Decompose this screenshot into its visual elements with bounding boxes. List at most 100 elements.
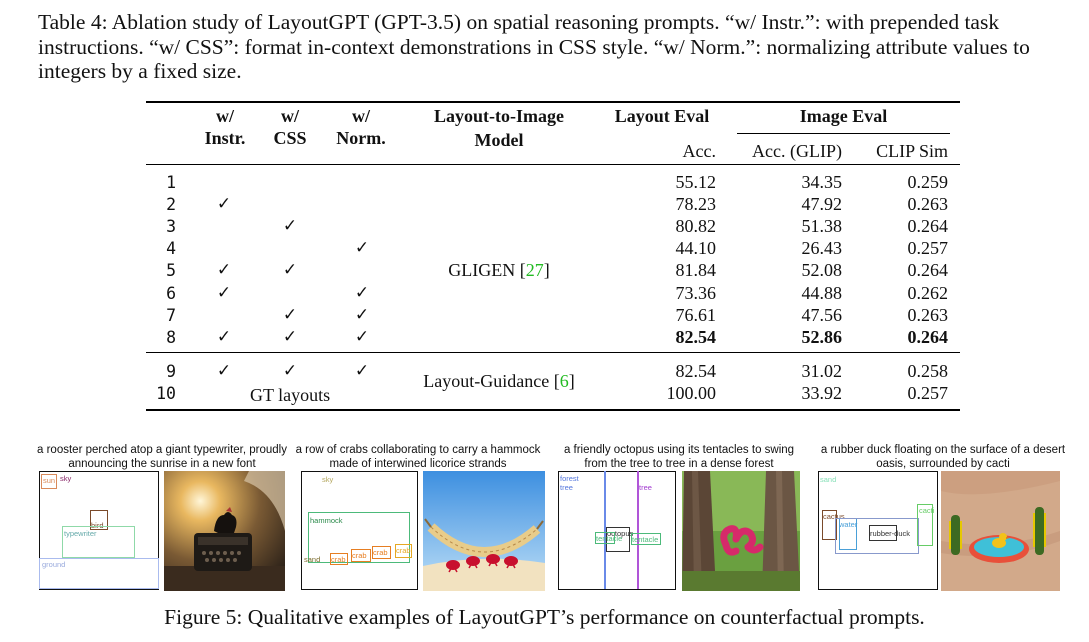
label-tree-1: tree — [560, 483, 573, 492]
check-icon: ✓ — [282, 327, 298, 347]
bbox-tree-1 — [604, 471, 606, 589]
header-image-eval: Image Eval — [799, 106, 888, 126]
label-cactus-2: cacti — [919, 506, 935, 515]
image-acc-value: 33.92 — [801, 383, 843, 403]
image-acc-value: 26.43 — [801, 238, 843, 258]
layout-acc-value: 80.82 — [675, 216, 717, 236]
check-icon: ✓ — [354, 305, 370, 325]
bbox-tentacle-1 — [595, 532, 615, 544]
label-crab-4: crab — [396, 546, 411, 555]
label-sand: sand — [304, 555, 321, 564]
label-crab-1: crab — [331, 555, 346, 564]
model-gligen-close: ] — [543, 260, 550, 280]
label-tentacle-1: tentacle — [596, 534, 623, 543]
example-3-layout: forest tree tree octopus tentacle tentac… — [558, 471, 676, 590]
clip-sim-value: 0.259 — [907, 172, 949, 192]
bbox-duck — [869, 525, 897, 541]
clip-sim-value: 0.263 — [907, 194, 949, 214]
check-icon: ✓ — [282, 305, 298, 325]
layout-acc-value: 82.54 — [675, 327, 717, 347]
row-id: 2 — [166, 195, 176, 214]
example-4-prompt: a rubber duck floating on the surface of… — [820, 444, 1066, 470]
table-top-rule — [146, 101, 960, 103]
clip-sim-value: 0.258 — [907, 361, 949, 381]
model-layout-guidance: Layout-Guidance [6] — [405, 371, 593, 392]
check-icon: ✓ — [216, 327, 232, 347]
bbox-octopus — [606, 527, 630, 552]
model-layout-guidance-close: ] — [568, 371, 575, 391]
table-bottom-rule — [146, 409, 960, 411]
header-css-line2: CSS — [273, 128, 307, 148]
row-id: 10 — [156, 384, 176, 403]
header-clip-sim: CLIP Sim — [876, 141, 948, 161]
bbox-tree-2 — [637, 471, 639, 589]
check-icon: ✓ — [282, 216, 298, 236]
label-water: water — [839, 520, 858, 529]
label-sun: sun — [43, 476, 56, 485]
check-icon: ✓ — [216, 361, 232, 381]
example-4-image — [941, 471, 1060, 591]
label-tentacle-2: tentacle — [632, 535, 659, 544]
citation-6[interactable]: 6 — [559, 371, 569, 391]
bbox-ground — [39, 558, 159, 589]
label-bird: bird — [91, 521, 104, 530]
clip-sim-value: 0.264 — [907, 260, 949, 280]
row-id: 8 — [166, 328, 176, 347]
example-1-layout: sun sky bird typewriter ground — [39, 471, 159, 590]
clip-sim-value: 0.263 — [907, 305, 949, 325]
row-id: 3 — [166, 217, 176, 236]
header-model-line1: Layout-to-Image — [434, 106, 564, 126]
check-icon: ✓ — [282, 260, 298, 280]
image-acc-value: 51.38 — [801, 216, 843, 236]
header-layout-eval: Layout Eval — [614, 106, 710, 126]
example-4-layout: sand cactus water rubber-duck cacti — [818, 471, 938, 590]
bbox-bird — [90, 510, 108, 530]
example-2-prompt: a row of crabs collaborating to carry a … — [295, 444, 541, 470]
layout-acc-value: 82.54 — [675, 361, 717, 381]
bbox-tentacle-2 — [631, 533, 661, 545]
image-acc-value: 52.08 — [801, 260, 843, 280]
header-layout-acc: Acc. — [682, 141, 716, 161]
header-image-acc: Acc. (GLIP) — [752, 141, 842, 161]
check-icon: ✓ — [354, 327, 370, 347]
image-acc-value: 47.92 — [801, 194, 843, 214]
clip-sim-value: 0.264 — [907, 216, 949, 236]
row-id: 7 — [166, 306, 176, 325]
bbox-crab-3 — [372, 546, 391, 559]
table-caption: Table 4: Ablation study of LayoutGPT (GP… — [38, 10, 1030, 83]
header-norm-line2: Norm. — [336, 128, 386, 148]
check-icon: ✓ — [216, 260, 232, 280]
row-id: 9 — [166, 362, 176, 381]
label-forest: forest — [560, 474, 579, 483]
bbox-crab-1 — [330, 553, 348, 565]
row-id: 6 — [166, 284, 176, 303]
label-octopus: octopus — [607, 529, 634, 538]
check-icon: ✓ — [354, 361, 370, 381]
citation-27[interactable]: 27 — [525, 260, 544, 280]
clip-sim-value: 0.262 — [907, 283, 949, 303]
clip-sim-value: 0.257 — [907, 238, 949, 258]
model-layout-guidance-name: Layout-Guidance [ — [423, 371, 560, 391]
check-icon: ✓ — [216, 283, 232, 303]
bbox-oasis — [835, 518, 919, 554]
header-instr-line2: Instr. — [204, 128, 246, 148]
layout-acc-value: 55.12 — [675, 172, 717, 192]
label-ground: ground — [42, 560, 66, 569]
header-model-line2: Model — [474, 130, 524, 150]
bbox-crab-2 — [351, 549, 371, 562]
bbox-cactus-1 — [822, 510, 837, 540]
header-bottom-rule — [146, 164, 960, 165]
bbox-crab-4 — [395, 544, 412, 558]
image-acc-value: 47.56 — [801, 305, 843, 325]
label-sand: sand — [820, 475, 837, 484]
image-acc-value: 44.88 — [801, 283, 843, 303]
layout-acc-value: 73.36 — [675, 283, 717, 303]
header-instr-line1: w/ — [216, 106, 234, 126]
image-eval-underline — [737, 133, 950, 134]
image-acc-value: 34.35 — [801, 172, 843, 192]
example-1-image — [164, 471, 285, 591]
model-gligen: GLIGEN [27] — [405, 260, 593, 281]
check-icon: ✓ — [216, 194, 232, 214]
check-icon: ✓ — [354, 238, 370, 258]
clip-sim-value: 0.264 — [907, 327, 949, 347]
